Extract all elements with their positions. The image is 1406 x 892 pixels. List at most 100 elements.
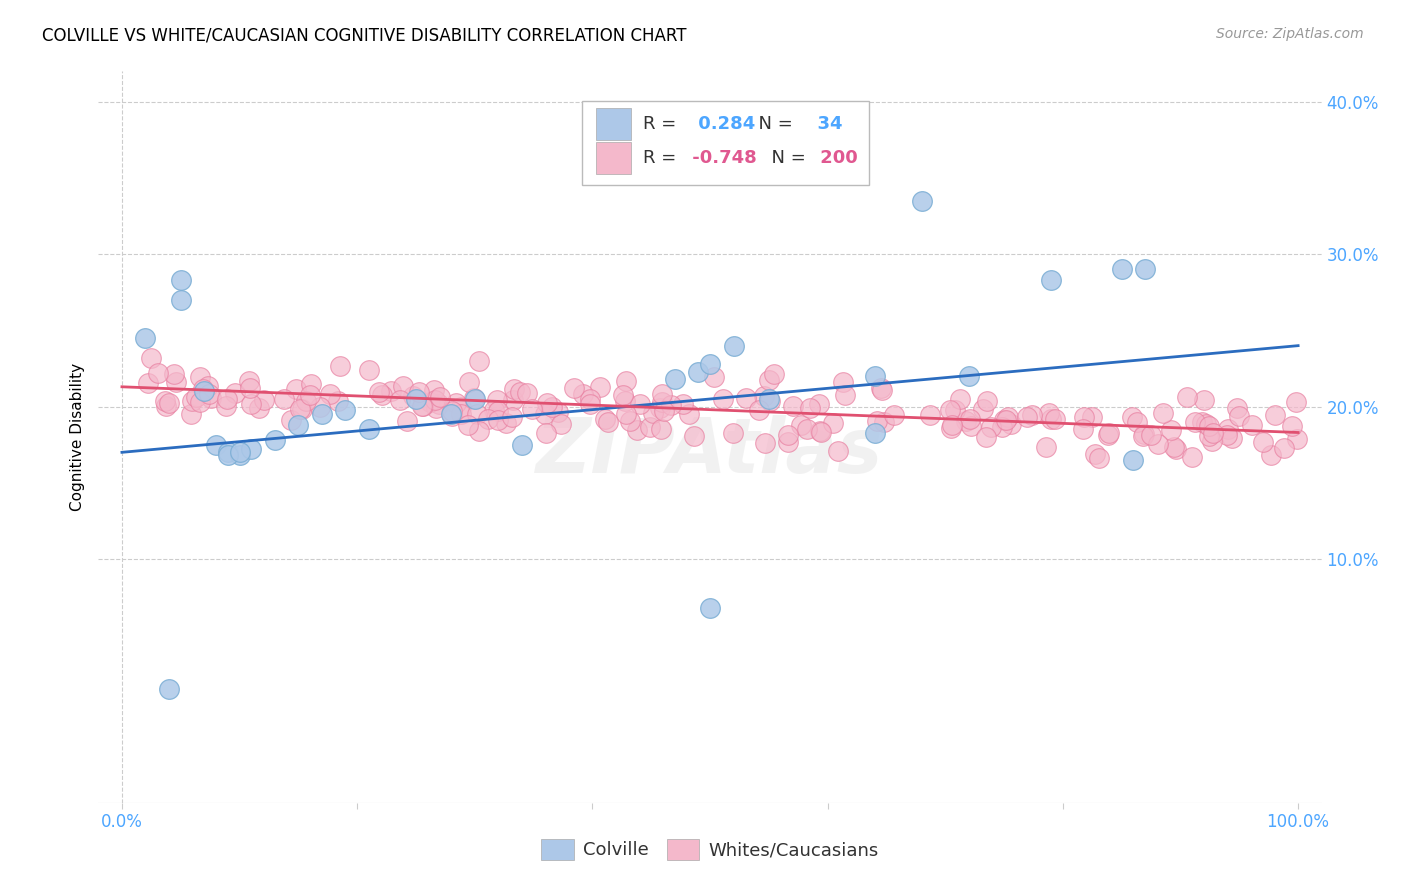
Point [440,409,463,424]
Point [450,400,472,414]
Point [1084,447,1107,461]
Legend: Colville, Whites/Caucasians: Colville, Whites/Caucasians [534,831,886,867]
Point [758,392,780,406]
Point [619,414,641,428]
Point [735,391,758,405]
Point [503,382,526,396]
Point [808,424,831,438]
Point [628,397,651,411]
FancyBboxPatch shape [596,142,630,174]
Point [380,384,402,398]
Point [790,418,813,433]
Point [193,382,215,396]
Point [866,414,889,428]
Point [495,416,517,430]
Point [1132,428,1154,442]
Point [1073,410,1095,425]
Point [405,392,427,406]
Point [723,339,745,353]
Point [422,383,444,397]
Point [515,386,537,401]
Point [863,425,886,440]
Point [650,422,672,436]
Point [396,414,419,428]
Point [1281,418,1303,433]
Point [501,409,523,424]
Point [993,413,1015,427]
Point [994,413,1017,427]
Point [1126,415,1149,429]
Point [683,429,706,443]
Point [157,396,180,410]
Point [273,392,295,406]
Point [1216,421,1239,435]
Point [1071,422,1094,436]
Point [870,381,893,395]
Point [873,415,896,429]
Point [1152,406,1174,420]
Text: 0.284: 0.284 [692,115,755,133]
Point [465,407,488,421]
Point [1045,411,1067,425]
Point [205,438,228,452]
Point [990,420,1012,434]
Point [699,357,721,371]
Point [782,399,804,413]
Point [1087,450,1109,465]
Point [807,397,830,411]
Text: N =: N = [761,149,806,167]
Point [1160,423,1182,437]
Point [972,401,994,416]
Point [752,389,775,403]
Point [911,194,934,208]
Point [217,445,239,459]
Point [758,373,780,387]
Point [509,384,531,399]
Text: R =: R = [643,149,676,167]
Point [1175,390,1198,404]
Point [1098,425,1121,440]
Point [955,414,977,428]
Point [299,388,322,402]
Point [467,353,489,368]
Point [638,420,661,434]
Point [389,392,412,407]
Point [1040,273,1063,287]
Text: 200: 200 [814,149,858,167]
Point [1164,442,1187,456]
Text: R =: R = [643,115,676,133]
Point [1260,448,1282,462]
Point [136,376,159,390]
Point [1253,435,1275,450]
Point [827,444,849,458]
Point [228,445,250,459]
Point [776,428,799,442]
Point [486,392,509,407]
Point [146,366,169,380]
Point [482,402,505,417]
Point [593,411,616,425]
Point [190,370,212,384]
Point [419,395,441,409]
Point [155,399,177,413]
Point [1272,441,1295,455]
Point [870,383,893,397]
Point [1215,427,1237,442]
Point [949,392,972,407]
Point [193,384,215,399]
Point [180,407,202,421]
Point [1038,406,1060,420]
Point [228,449,250,463]
Point [664,372,686,386]
Point [253,392,276,407]
Point [359,363,381,377]
Point [541,401,564,415]
Point [997,409,1019,424]
Point [510,438,533,452]
Point [522,401,544,416]
Text: Source: ZipAtlas.com: Source: ZipAtlas.com [1216,27,1364,41]
Point [425,401,447,415]
Point [457,417,479,432]
Point [180,394,202,409]
Point [596,415,619,429]
